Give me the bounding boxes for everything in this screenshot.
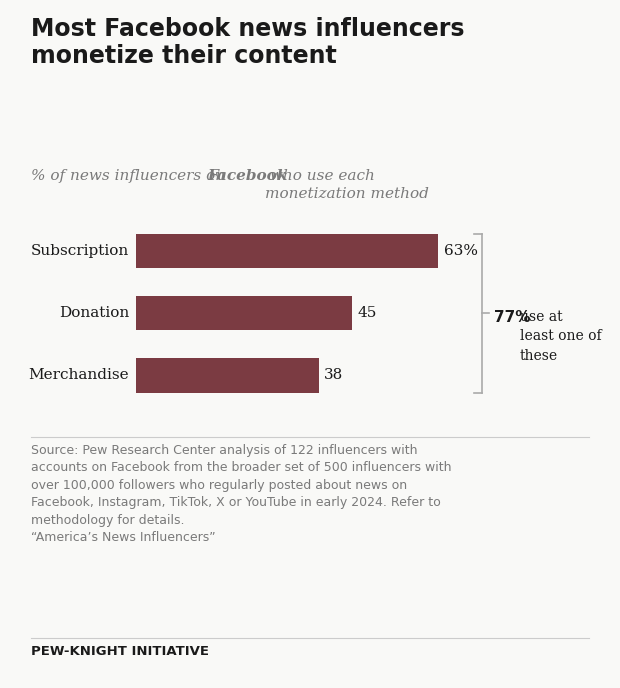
Text: Most Facebook news influencers
monetize their content: Most Facebook news influencers monetize … (31, 17, 464, 68)
Text: Merchandise: Merchandise (29, 368, 129, 383)
Text: Source: Pew Research Center analysis of 122 influencers with
accounts on Faceboo: Source: Pew Research Center analysis of … (31, 444, 451, 544)
Text: 45: 45 (358, 306, 378, 320)
Text: use at
least one of
these: use at least one of these (520, 310, 601, 363)
Text: PEW-KNIGHT INITIATIVE: PEW-KNIGHT INITIATIVE (31, 645, 209, 658)
Text: % of news influencers on: % of news influencers on (31, 169, 230, 182)
Text: 38: 38 (324, 368, 343, 383)
Bar (136, 296, 352, 330)
Text: Subscription: Subscription (31, 244, 129, 258)
Text: 63%: 63% (444, 244, 478, 258)
Text: Facebook: Facebook (208, 169, 288, 182)
Bar (136, 233, 438, 268)
Text: Donation: Donation (59, 306, 129, 320)
Bar (136, 358, 319, 393)
Text: who use each
monetization method: who use each monetization method (265, 169, 429, 201)
Text: 77%: 77% (494, 310, 530, 325)
